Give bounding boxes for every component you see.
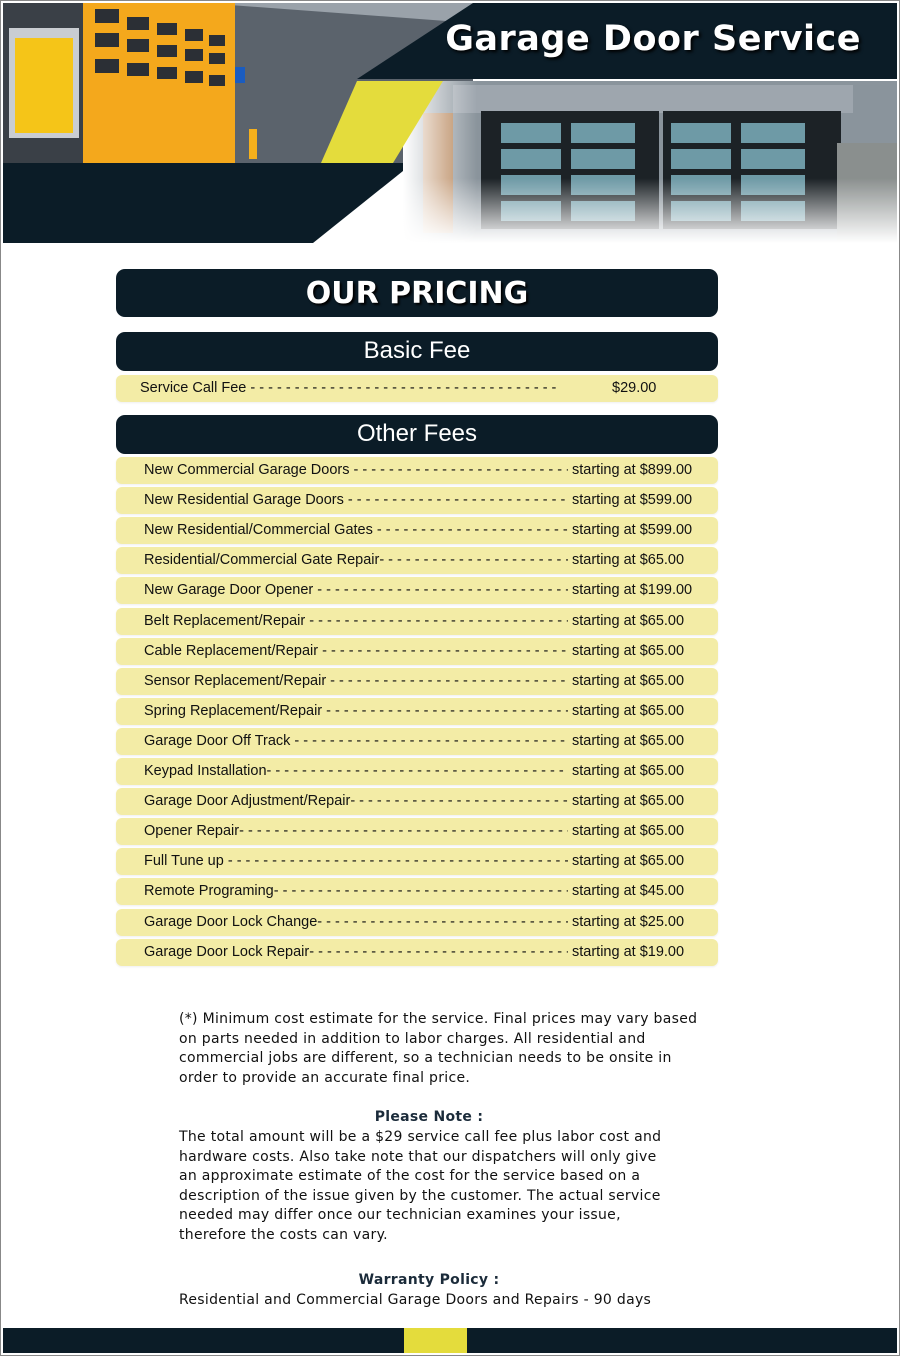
warranty-heading: Warranty Policy : — [358, 1272, 500, 1288]
fee-row: Sensor Replacement/Repairstarting at $65… — [116, 667, 718, 695]
fee-name: Service Call Fee — [140, 375, 558, 402]
hero-title: Garage Door Service — [445, 19, 861, 59]
fee-row: Spring Replacement/Repairstarting at $65… — [116, 697, 718, 725]
fee-row: Belt Replacement/Repairstarting at $65.0… — [116, 607, 718, 635]
fee-price: starting at $65.00 — [572, 732, 685, 749]
fee-price: starting at $19.00 — [572, 943, 685, 960]
fee-price: starting at $25.00 — [572, 913, 685, 930]
fee-name: Keypad Installation- — [144, 758, 568, 785]
please-note-text: The total amount will be a $29 service c… — [179, 1129, 662, 1243]
disclaimer-text: (*) Minimum cost estimate for the servic… — [179, 1011, 698, 1086]
fee-name: Garage Door Lock Change- — [144, 909, 568, 936]
fee-row: Opener Repair-starting at $65.00 — [116, 818, 718, 846]
fee-price: starting at $199.00 — [572, 582, 693, 599]
other-fees-heading: Other Fees — [116, 415, 718, 454]
fee-name: Spring Replacement/Repair — [144, 698, 568, 725]
fee-name: New Garage Door Opener — [144, 577, 568, 604]
please-note-heading: Please Note : — [374, 1109, 484, 1125]
fee-name: Garage Door Adjustment/Repair- — [144, 788, 568, 815]
fee-row: Residential/Commercial Gate Repair-start… — [116, 547, 718, 575]
fee-row: Garage Door Lock Change-starting at $25.… — [116, 908, 718, 936]
fee-name: Remote Programing- — [144, 878, 568, 905]
fee-name: New Residential Garage Doors — [144, 487, 568, 514]
basic-fee-row: Service Call Fee $29.00 — [116, 375, 718, 402]
fee-row: Keypad Installation-starting at $65.00 — [116, 758, 718, 785]
fee-price: starting at $65.00 — [572, 552, 685, 569]
fee-name: Belt Replacement/Repair — [144, 608, 568, 635]
fee-price: starting at $65.00 — [572, 642, 685, 659]
fee-price: starting at $65.00 — [572, 763, 685, 779]
fee-price: starting at $65.00 — [572, 793, 685, 810]
fee-price: starting at $65.00 — [572, 853, 685, 870]
hero-banner: Garage Door Service — [3, 3, 897, 243]
fee-row: New Residential Garage Doorsstarting at … — [116, 487, 718, 515]
fee-name: Residential/Commercial Gate Repair- — [144, 547, 568, 574]
fee-name: Full Tune up — [144, 848, 568, 875]
warranty-text: Residential and Commercial Garage Doors … — [179, 1292, 652, 1308]
fee-row: Full Tune upstarting at $65.00 — [116, 848, 718, 876]
footer-accent — [404, 1328, 467, 1353]
fee-name: New Residential/Commercial Gates — [144, 517, 568, 544]
fee-row: Remote Programing-starting at $45.00 — [116, 878, 718, 906]
fee-row: Garage Door Lock Repair-starting at $19.… — [116, 938, 718, 966]
fee-price: starting at $45.00 — [572, 883, 685, 900]
fee-row: New Garage Door Openerstarting at $199.0… — [116, 577, 718, 605]
fee-row: New Residential/Commercial Gatesstarting… — [116, 517, 718, 545]
hero-illustration — [3, 3, 897, 243]
fee-row: Cable Replacement/Repairstarting at $65.… — [116, 637, 718, 665]
fee-name: Garage Door Lock Repair- — [144, 939, 568, 966]
fee-row: Garage Door Adjustment/Repair-starting a… — [116, 788, 718, 816]
fee-price: starting at $65.00 — [572, 612, 685, 629]
fee-name: Garage Door Off Track — [144, 728, 568, 755]
fee-price: starting at $65.00 — [572, 672, 685, 689]
fee-price: starting at $599.00 — [572, 522, 693, 539]
fee-price: starting at $65.00 — [572, 823, 685, 840]
fee-row: New Commercial Garage Doorsstarting at $… — [116, 457, 718, 484]
fee-price: starting at $599.00 — [572, 492, 693, 509]
fee-name: Opener Repair- — [144, 818, 568, 845]
basic-fee-heading: Basic Fee — [116, 332, 718, 371]
pricing-title: OUR PRICING — [116, 269, 718, 317]
fee-price: starting at $899.00 — [572, 462, 693, 478]
fee-name: New Commercial Garage Doors — [144, 457, 568, 484]
fee-name: Cable Replacement/Repair — [144, 638, 568, 665]
fee-row: Garage Door Off Trackstarting at $65.00 — [116, 727, 718, 755]
fee-price: starting at $65.00 — [572, 702, 685, 719]
fee-price: $29.00 — [612, 380, 657, 396]
footer-bar — [3, 1328, 897, 1353]
fee-name: Sensor Replacement/Repair — [144, 668, 568, 695]
